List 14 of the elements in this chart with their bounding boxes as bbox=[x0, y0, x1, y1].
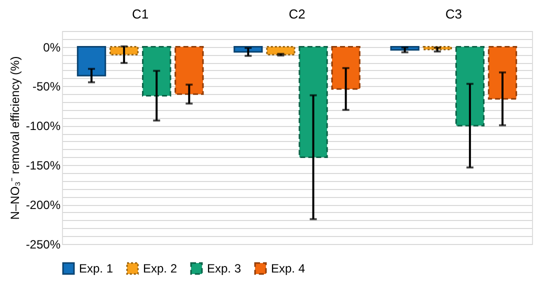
y-tick-label: -100% bbox=[26, 119, 61, 134]
x-tick-label: C1 bbox=[132, 6, 149, 22]
y-tick-label: -150% bbox=[26, 158, 61, 173]
y-axis-title: N–NO₃⁻ removal efficiency (%) bbox=[8, 56, 22, 220]
legend-label: Exp. 1 bbox=[79, 262, 114, 276]
y-tick-label: -200% bbox=[26, 198, 61, 212]
x-tick-label: C3 bbox=[445, 6, 462, 22]
y-tick-label: -250% bbox=[26, 238, 61, 252]
legend-label: Exp. 4 bbox=[271, 262, 306, 276]
legend-label: Exp. 2 bbox=[143, 262, 178, 276]
y-tick-label: 0% bbox=[43, 40, 61, 54]
y-tick-label: -50% bbox=[32, 80, 61, 94]
legend-label: Exp. 3 bbox=[207, 262, 242, 276]
x-tick-label: C2 bbox=[288, 6, 306, 22]
